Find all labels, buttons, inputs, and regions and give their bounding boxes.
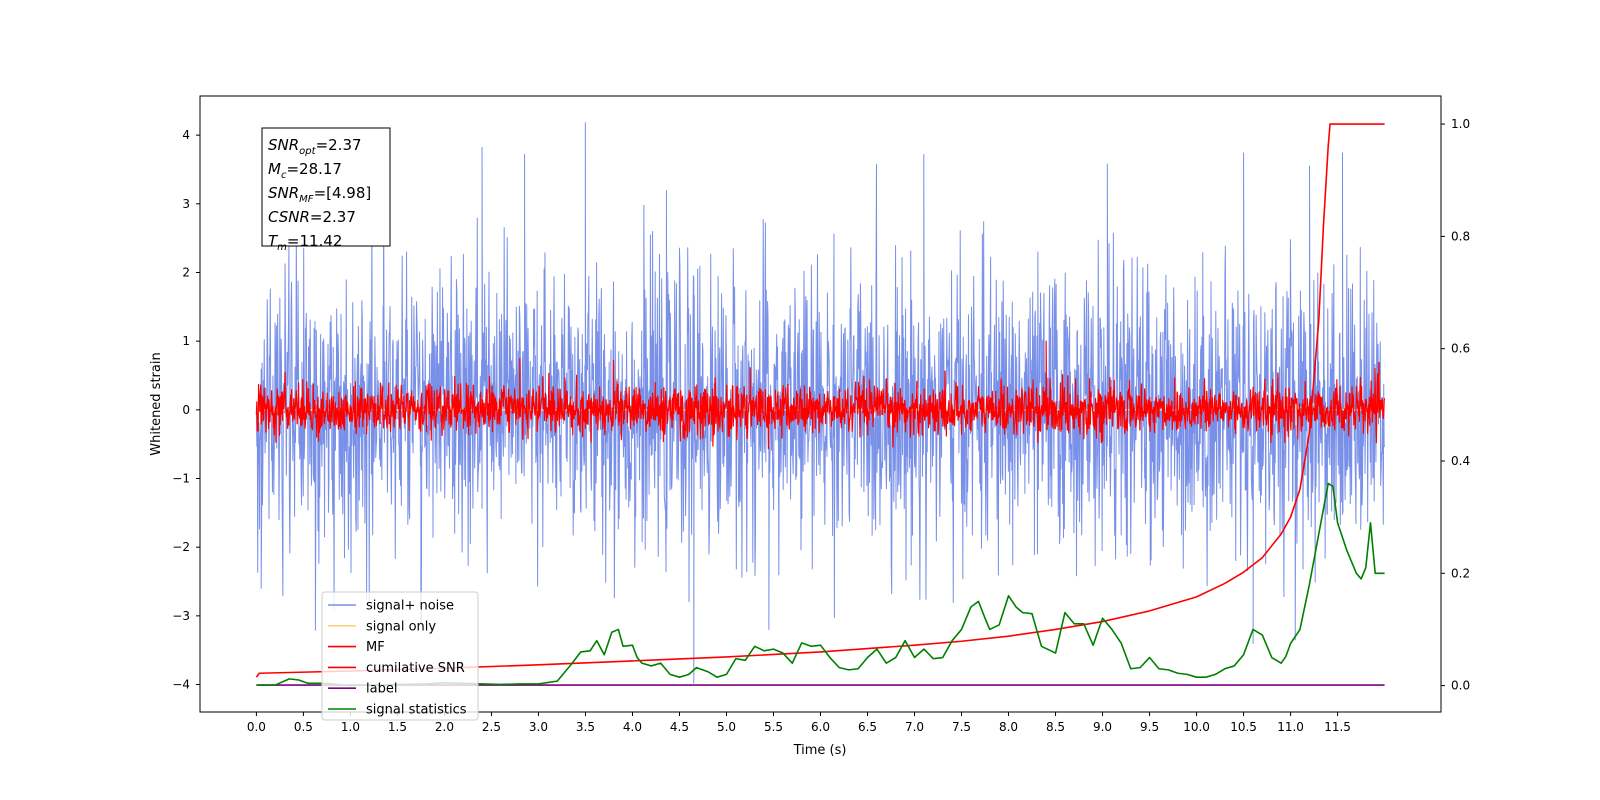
x-tick-label: 7.0 xyxy=(905,720,924,734)
annotation-line: CSNR=2.37 xyxy=(268,208,356,226)
x-tick-label: 5.0 xyxy=(717,720,736,734)
annotation-line: Tm=11.42 xyxy=(268,232,342,253)
legend: signal+ noise signal only MF cumilative SNR… xyxy=(321,591,479,721)
x-tick-label: 11.0 xyxy=(1277,720,1304,734)
y-tick-label: 3 xyxy=(182,197,190,211)
annotation-frame xyxy=(261,127,391,247)
x-tick-label: 8.5 xyxy=(1046,720,1065,734)
y-axis-left-ticks: 4 3 2 1 0 −1 −2 −3 −4 xyxy=(172,128,200,692)
x-tick-label: 0.5 xyxy=(294,720,313,734)
y2-tick-label: 0.2 xyxy=(1451,566,1470,580)
annotation-line: SNRopt=2.37 xyxy=(268,136,362,157)
series-line-cumilative-snr xyxy=(255,123,1385,678)
x-tick-label: 2.5 xyxy=(482,720,501,734)
y-tick-label: −1 xyxy=(172,472,190,486)
y2-tick-label: 0.4 xyxy=(1451,454,1470,468)
annotation-line: SNRMF=[4.98] xyxy=(268,184,371,205)
x-tick-label: 8.0 xyxy=(999,720,1018,734)
x-tick-label: 4.0 xyxy=(623,720,642,734)
x-axis-label: Time (s) xyxy=(793,743,847,758)
legend-entry: label xyxy=(366,682,397,697)
series-line-mf xyxy=(255,340,1386,450)
legend-entry: signal only xyxy=(366,619,436,634)
y-tick-label: −3 xyxy=(172,609,190,623)
x-axis-ticks: 0.0 0.5 1.0 1.5 2.0 2.5 3.0 3.5 4.0 4.5 5.0 5.5 6.0 6… xyxy=(247,712,1351,734)
x-tick-label: 6.0 xyxy=(811,720,830,734)
y2-tick-label: 0.0 xyxy=(1451,679,1470,693)
legend-entry: MF xyxy=(366,640,385,655)
y2-tick-label: 1.0 xyxy=(1451,117,1470,131)
x-tick-label: 7.5 xyxy=(952,720,971,734)
annotation-box: SNRopt=2.37 Mc=28.17 SNRMF=[4.98] CSNR=2.37… xyxy=(261,127,391,253)
legend-entry: signal statistics xyxy=(366,703,467,718)
x-tick-label: 10.0 xyxy=(1183,720,1210,734)
x-tick-label: 10.5 xyxy=(1230,720,1257,734)
y2-tick-label: 0.6 xyxy=(1451,342,1470,356)
annotation-line: Mc=28.17 xyxy=(268,160,342,181)
x-tick-label: 3.5 xyxy=(576,720,595,734)
x-tick-label: 0.0 xyxy=(247,720,266,734)
legend-entry: cumilative SNR xyxy=(366,661,465,676)
y-tick-label: 4 xyxy=(182,128,190,142)
x-tick-label: 9.0 xyxy=(1093,720,1112,734)
y-tick-label: −4 xyxy=(172,678,190,692)
x-tick-label: 1.5 xyxy=(388,720,407,734)
x-tick-label: 3.0 xyxy=(529,720,548,734)
y2-tick-label: 0.8 xyxy=(1451,229,1470,243)
x-tick-label: 11.5 xyxy=(1324,720,1351,734)
x-tick-label: 5.5 xyxy=(764,720,783,734)
y-tick-label: 2 xyxy=(182,265,190,279)
x-tick-label: 4.5 xyxy=(670,720,689,734)
series-line-signal-statistics xyxy=(256,482,1385,687)
x-tick-label: 9.5 xyxy=(1140,720,1159,734)
x-tick-label: 1.0 xyxy=(341,720,360,734)
x-tick-label: 6.5 xyxy=(858,720,877,734)
series-line-signal-noise xyxy=(255,122,1386,684)
legend-frame xyxy=(321,591,479,721)
y-axis-right-ticks: 1.0 0.8 0.6 0.4 0.2 0.0 xyxy=(1441,117,1470,693)
x-tick-label: 2.0 xyxy=(435,720,454,734)
y-tick-label: 1 xyxy=(182,334,190,348)
legend-entry: signal+ noise xyxy=(366,599,454,614)
y-tick-label: 0 xyxy=(182,403,190,417)
y-tick-label: −2 xyxy=(172,540,190,554)
y-axis-label: Whitened strain xyxy=(149,352,164,455)
